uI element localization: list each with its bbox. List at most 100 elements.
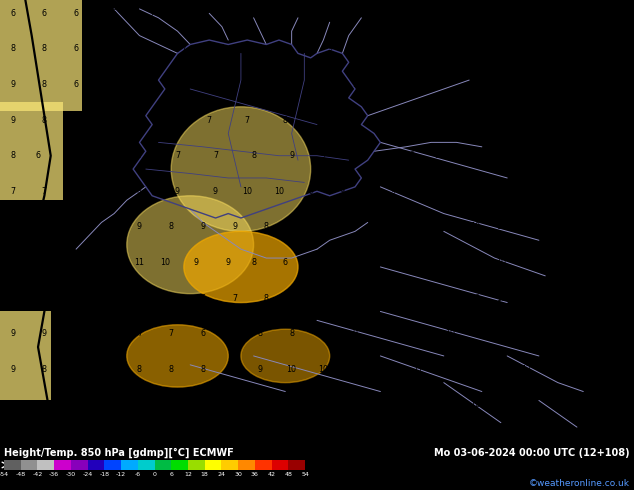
Text: 9: 9: [42, 432, 47, 441]
Text: 10: 10: [559, 151, 569, 160]
Text: 7: 7: [175, 151, 180, 160]
Text: 6: 6: [112, 9, 117, 18]
Text: 9: 9: [10, 365, 15, 374]
Text: 11: 11: [445, 365, 455, 374]
Text: 8: 8: [257, 329, 262, 338]
Text: 8: 8: [10, 151, 15, 160]
Text: 7: 7: [137, 151, 142, 160]
Text: 10: 10: [597, 187, 607, 196]
Text: 10: 10: [572, 116, 582, 124]
Bar: [54, 460, 71, 470]
Text: 7: 7: [105, 365, 110, 374]
Text: 8: 8: [251, 80, 256, 89]
Text: 9: 9: [137, 432, 142, 441]
Text: -12: -12: [116, 472, 126, 477]
Text: 10: 10: [274, 9, 284, 18]
Text: 10: 10: [623, 116, 633, 124]
Text: 9: 9: [74, 258, 79, 267]
Bar: [155, 460, 172, 470]
Text: 10: 10: [572, 258, 582, 267]
Text: 9: 9: [74, 400, 79, 409]
Text: 10: 10: [413, 222, 424, 231]
Text: 9: 9: [403, 9, 408, 18]
Text: 8: 8: [232, 329, 237, 338]
Text: 48: 48: [284, 472, 292, 477]
Text: 10: 10: [547, 80, 557, 89]
Text: 6: 6: [74, 365, 79, 374]
Text: 12: 12: [470, 400, 481, 409]
Text: 12: 12: [134, 400, 145, 409]
Text: 12: 12: [382, 432, 392, 441]
Text: 11: 11: [483, 9, 493, 18]
Bar: [0, 0, 82, 111]
Bar: [37, 460, 55, 470]
Text: 6: 6: [74, 45, 79, 53]
Text: 10: 10: [439, 80, 449, 89]
Text: 8: 8: [264, 222, 269, 231]
Text: 6: 6: [74, 80, 79, 89]
Text: 18: 18: [201, 472, 209, 477]
Text: 10: 10: [623, 80, 633, 89]
Text: 10: 10: [547, 294, 557, 303]
Text: 9: 9: [137, 222, 142, 231]
Text: 30: 30: [234, 472, 242, 477]
Text: 10: 10: [375, 116, 385, 124]
Text: -30: -30: [66, 472, 76, 477]
Text: 10: 10: [496, 187, 506, 196]
Text: 9: 9: [175, 187, 180, 196]
Text: 11: 11: [534, 9, 544, 18]
Text: 7: 7: [137, 294, 142, 303]
Text: 10: 10: [445, 329, 455, 338]
Text: 11: 11: [382, 365, 392, 374]
Bar: [21, 460, 38, 470]
Text: 11: 11: [559, 9, 569, 18]
Text: 10: 10: [426, 9, 436, 18]
Text: 11: 11: [572, 329, 582, 338]
Text: 10: 10: [382, 294, 392, 303]
Text: 10: 10: [521, 294, 531, 303]
Text: 7: 7: [207, 116, 212, 124]
Text: 10: 10: [230, 400, 240, 409]
Ellipse shape: [241, 329, 330, 383]
Text: 7: 7: [74, 187, 79, 196]
Text: 9: 9: [10, 432, 15, 441]
Text: 8: 8: [74, 329, 79, 338]
Bar: [171, 460, 188, 470]
Text: 9: 9: [42, 329, 47, 338]
Text: 6: 6: [99, 116, 104, 124]
Text: 10: 10: [413, 187, 424, 196]
Text: 8: 8: [10, 258, 15, 267]
Bar: [87, 460, 105, 470]
Text: 11: 11: [604, 45, 614, 53]
Text: 8: 8: [42, 80, 47, 89]
Text: 10: 10: [350, 365, 360, 374]
Text: 8: 8: [289, 329, 294, 338]
Text: 9: 9: [435, 151, 440, 160]
Text: 6: 6: [131, 116, 136, 124]
Text: 9: 9: [194, 258, 199, 267]
Text: 11: 11: [547, 329, 557, 338]
Text: 42: 42: [268, 472, 276, 477]
Text: 7: 7: [169, 329, 174, 338]
Text: 6: 6: [42, 9, 47, 18]
Text: 11: 11: [413, 400, 424, 409]
Text: 10: 10: [39, 294, 49, 303]
Text: 11: 11: [623, 45, 633, 53]
Text: 10: 10: [610, 151, 620, 160]
Ellipse shape: [127, 325, 228, 387]
Text: 9: 9: [10, 116, 15, 124]
Text: 11: 11: [445, 400, 455, 409]
Text: 7: 7: [175, 80, 180, 89]
Text: 8: 8: [42, 365, 47, 374]
Text: 6: 6: [283, 258, 288, 267]
Text: 9: 9: [308, 187, 313, 196]
Text: 7: 7: [150, 9, 155, 18]
Text: 10: 10: [464, 116, 474, 124]
Text: 11: 11: [166, 400, 176, 409]
Text: 9: 9: [410, 151, 415, 160]
Text: 8: 8: [188, 9, 193, 18]
Text: 11: 11: [470, 365, 481, 374]
Text: 11: 11: [496, 365, 506, 374]
Text: 8: 8: [10, 45, 15, 53]
Bar: [71, 460, 88, 470]
